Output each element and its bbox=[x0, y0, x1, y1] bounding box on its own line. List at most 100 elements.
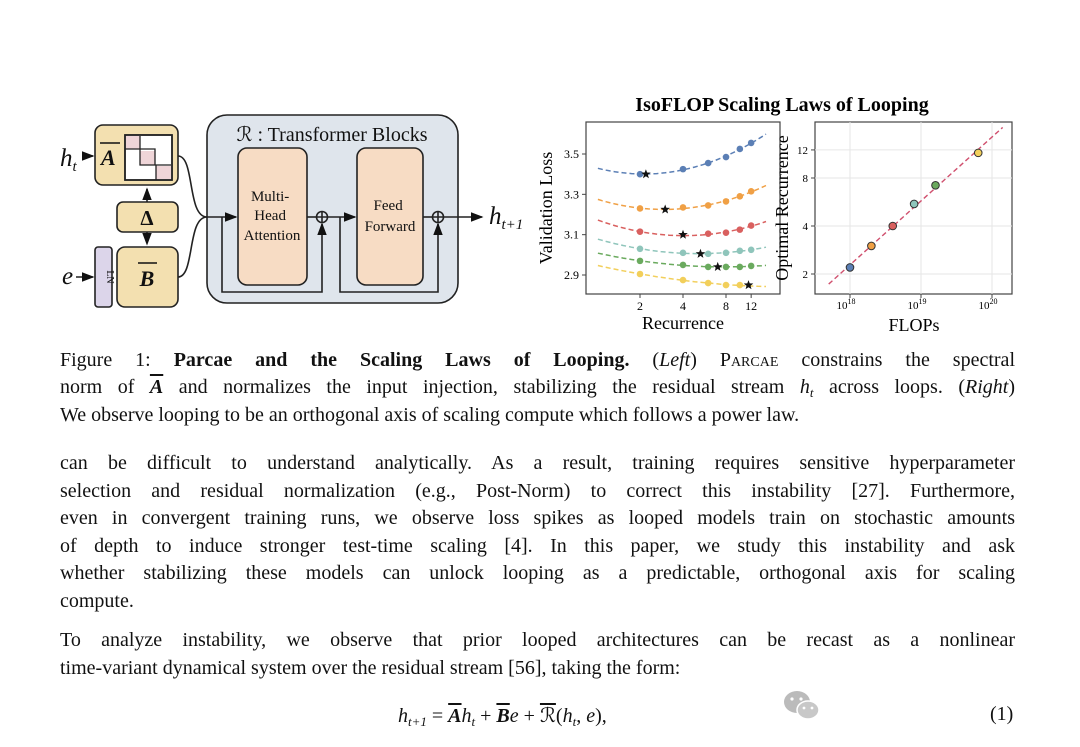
text-segment: , bbox=[576, 705, 587, 727]
data-point bbox=[747, 222, 755, 229]
series-0 bbox=[597, 133, 767, 179]
data-point bbox=[679, 261, 687, 269]
data-point bbox=[636, 228, 644, 235]
data-point bbox=[636, 170, 644, 178]
data-point bbox=[736, 193, 744, 200]
optimum-star bbox=[743, 280, 754, 290]
y-tick-label: 3.5 bbox=[564, 147, 579, 161]
x-tick-label: 12 bbox=[745, 299, 757, 313]
fit-curve bbox=[597, 238, 767, 255]
data-point bbox=[704, 279, 712, 287]
text-segment: Figure 1: bbox=[60, 349, 174, 371]
text-segment: h bbox=[461, 705, 472, 727]
body-line: compute. bbox=[60, 590, 134, 612]
y-tick-label: 4 bbox=[803, 221, 809, 233]
output-h-label: ht+1 bbox=[489, 203, 523, 233]
text-segment: constrains the spectral bbox=[778, 349, 1015, 371]
text-segment: Right bbox=[965, 376, 1009, 398]
charts-title: IsoFLOP Scaling Laws of Looping bbox=[635, 94, 928, 116]
data-point bbox=[736, 263, 744, 271]
data-point bbox=[636, 245, 644, 253]
data-point bbox=[722, 281, 730, 289]
text-segment: = bbox=[426, 705, 449, 727]
data-point bbox=[679, 165, 687, 173]
text-segment: ℛ bbox=[539, 705, 556, 727]
text-segment: t bbox=[809, 385, 814, 400]
series-2 bbox=[597, 219, 767, 239]
data-point bbox=[867, 241, 876, 251]
wechat-icon bbox=[784, 691, 820, 720]
ln-label: LN bbox=[104, 270, 115, 283]
data-point bbox=[679, 204, 687, 211]
caption-line: We observe looping to be an orthogonal a… bbox=[60, 404, 1015, 427]
text-segment: e bbox=[509, 705, 519, 727]
data-point bbox=[736, 145, 744, 153]
data-point bbox=[722, 153, 730, 161]
text-segment: t+1 bbox=[408, 714, 427, 729]
x-tick-label: 1019 bbox=[908, 297, 927, 312]
ff-label: Feed Forward bbox=[365, 198, 416, 235]
x-tick-label: 1018 bbox=[837, 297, 856, 312]
text-segment: and normalizes the input injection, stab… bbox=[163, 376, 800, 398]
equation-1: ht+1 = Aht + Be + ℛ(ht, e), bbox=[398, 703, 607, 730]
a-label: A bbox=[99, 145, 116, 170]
data-point bbox=[722, 229, 730, 236]
fit-curve bbox=[597, 264, 767, 288]
text-segment: ( bbox=[629, 349, 660, 371]
input-h-label: ht bbox=[60, 145, 78, 175]
power-law-fit bbox=[828, 126, 1004, 285]
series-3 bbox=[597, 238, 767, 258]
body-line: can be difficult to understand analytica… bbox=[60, 452, 1015, 474]
x-tick-label: 4 bbox=[680, 299, 686, 313]
input-e-label: e bbox=[62, 263, 73, 290]
b-label: B bbox=[139, 266, 155, 291]
body-line: selection and residual normalization (e.… bbox=[60, 479, 1015, 502]
y-axis-label: Validation Loss bbox=[536, 152, 556, 265]
optimal-recurrence-chart: 1018 1019 1020 2 4 8 12 FLOPs Optimal Recurrence bbox=[772, 121, 1013, 335]
data-point bbox=[747, 262, 755, 270]
data-point bbox=[636, 270, 644, 278]
text-segment: Parcae bbox=[719, 349, 779, 371]
delta-label: Δ bbox=[140, 206, 153, 230]
x-axis-label: FLOPs bbox=[888, 315, 939, 335]
data-point bbox=[704, 202, 712, 209]
series-4 bbox=[597, 252, 767, 271]
data-point bbox=[736, 247, 744, 255]
equation-number: (1) bbox=[990, 703, 1014, 725]
data-point bbox=[747, 246, 755, 254]
transformer-blocks-title: ℛ : Transformer Blocks bbox=[237, 124, 428, 146]
series-1 bbox=[597, 184, 767, 214]
y-tick-label: 12 bbox=[797, 145, 808, 157]
caption-line: norm of A and normalizes the input injec… bbox=[60, 376, 1015, 401]
text-segment: t bbox=[572, 714, 577, 729]
data-point bbox=[636, 257, 644, 265]
caption-line: Figure 1: Parcae and the Scaling Laws of… bbox=[60, 349, 1015, 372]
y-tick-label: 2 bbox=[803, 269, 809, 281]
data-point bbox=[679, 276, 687, 284]
diagram-labels: ht e A Δ B LN ℛ : Transformer Blocks Mul… bbox=[60, 124, 523, 291]
text-segment: ), bbox=[595, 705, 607, 727]
text-segment: e bbox=[586, 705, 596, 727]
data-point bbox=[704, 263, 712, 271]
text-segment: + bbox=[518, 705, 540, 727]
text-segment: + bbox=[475, 705, 497, 727]
data-point bbox=[909, 199, 919, 209]
figure-1: ht e A Δ B LN ℛ : Transformer Blocks Mul… bbox=[60, 94, 1013, 335]
x-tick-label: 8 bbox=[723, 299, 729, 313]
x-tick-label: 2 bbox=[637, 299, 643, 313]
text-segment: Left bbox=[659, 349, 691, 371]
body-line: time-variant dynamical system over the r… bbox=[60, 656, 681, 679]
optimum-star bbox=[678, 229, 688, 239]
y-tick-label: 3.1 bbox=[564, 228, 579, 242]
body-line: whether stabilizing these models can unl… bbox=[60, 562, 1015, 585]
text-segment: h bbox=[562, 705, 573, 727]
data-point bbox=[704, 230, 712, 237]
text-segment: A bbox=[149, 376, 164, 398]
feed-forward-block bbox=[356, 147, 424, 286]
optimum-star bbox=[713, 261, 723, 271]
validation-loss-chart: 2 4 8 12 2.9 3.1 3.3 3.5 Recurrence Validation Lo… bbox=[536, 121, 781, 333]
data-point bbox=[722, 249, 730, 257]
y-tick-label: 2.9 bbox=[564, 268, 579, 282]
data-point bbox=[845, 263, 855, 272]
body-line: of depth to induce stronger test-time sc… bbox=[60, 534, 1015, 557]
